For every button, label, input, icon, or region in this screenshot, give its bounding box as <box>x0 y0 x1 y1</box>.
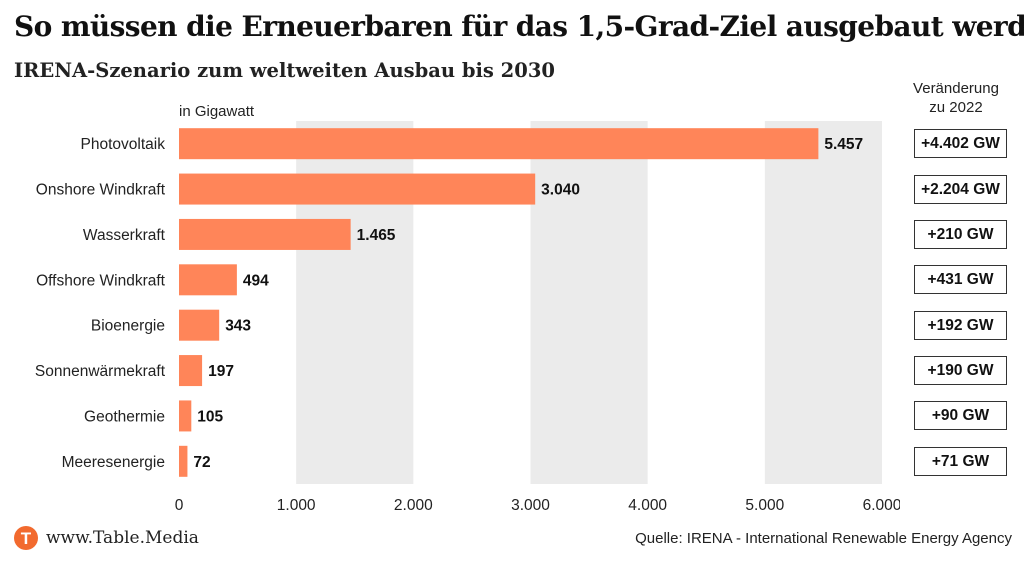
bars <box>179 128 819 477</box>
bar <box>179 355 203 387</box>
brand[interactable]: T www.Table.Media <box>14 526 199 550</box>
value-label: 494 <box>243 272 269 289</box>
category-label: Onshore Windkraft <box>36 182 166 199</box>
bar <box>179 445 188 477</box>
table-media-logo-icon: T <box>14 526 38 550</box>
unit-label: in Gigawatt <box>179 103 255 120</box>
change-badge: +431 GW <box>914 265 1007 295</box>
bar <box>179 309 220 341</box>
value-label: 3.040 <box>541 182 580 199</box>
x-tick-label: 0 <box>175 497 184 514</box>
x-tick-label: 4.000 <box>628 497 667 514</box>
change-column-header: Veränderung zu 2022 <box>896 79 1016 117</box>
x-tick-label: 2.000 <box>394 497 433 514</box>
category-label: Offshore Windkraft <box>36 272 166 289</box>
change-header-line2: zu 2022 <box>929 99 983 116</box>
change-badge: +71 GW <box>914 446 1007 476</box>
grid-band <box>530 121 648 484</box>
change-badge: +192 GW <box>914 310 1007 340</box>
change-badge: +90 GW <box>914 401 1007 431</box>
category-label: Wasserkraft <box>83 227 166 244</box>
bar-chart: Photovoltaik Onshore Windkraft Wasserkraft… <box>35 121 900 514</box>
value-label: 105 <box>197 408 223 425</box>
source-note: Quelle: IRENA - International Renewable … <box>635 530 1012 547</box>
bar <box>179 173 536 205</box>
bar <box>179 400 192 432</box>
category-label: Geothermie <box>84 408 165 425</box>
x-tick-label: 1.000 <box>277 497 316 514</box>
bar <box>179 218 351 250</box>
chart-subtitle: IRENA-Szenario zum weltweiten Ausbau bis… <box>14 59 555 82</box>
value-label: 343 <box>225 318 251 335</box>
x-axis-ticks: 0 1.000 2.000 3.000 4.000 5.000 6.000 <box>175 497 900 514</box>
x-tick-label: 3.000 <box>511 497 550 514</box>
grid-band <box>764 121 882 484</box>
change-badge: +210 GW <box>914 219 1007 249</box>
value-labels: 5.457 3.040 1.465 494 343 197 105 72 <box>193 136 863 471</box>
category-label: Photovoltaik <box>81 136 166 153</box>
chart-title: So müssen die Erneuerbaren für das 1,5-G… <box>14 10 1024 43</box>
change-badge: +4.402 GW <box>914 129 1007 159</box>
value-label: 1.465 <box>357 227 396 244</box>
change-badge: +2.204 GW <box>914 174 1007 204</box>
change-header-line1: Veränderung <box>913 80 999 97</box>
category-label: Meeresenergie <box>62 454 165 471</box>
x-tick-label: 6.000 <box>863 497 900 514</box>
bar <box>179 264 237 296</box>
category-label: Bioenergie <box>91 318 165 335</box>
category-labels: Photovoltaik Onshore Windkraft Wasserkraft… <box>35 136 166 471</box>
category-label: Sonnenwärmekraft <box>35 363 166 380</box>
logo-letter: T <box>21 529 32 548</box>
site-link[interactable]: www.Table.Media <box>46 528 199 548</box>
change-badge: +190 GW <box>914 356 1007 386</box>
bar <box>179 128 819 160</box>
value-label: 72 <box>193 454 210 471</box>
x-tick-label: 5.000 <box>745 497 784 514</box>
value-label: 197 <box>208 363 234 380</box>
value-label: 5.457 <box>824 136 863 153</box>
